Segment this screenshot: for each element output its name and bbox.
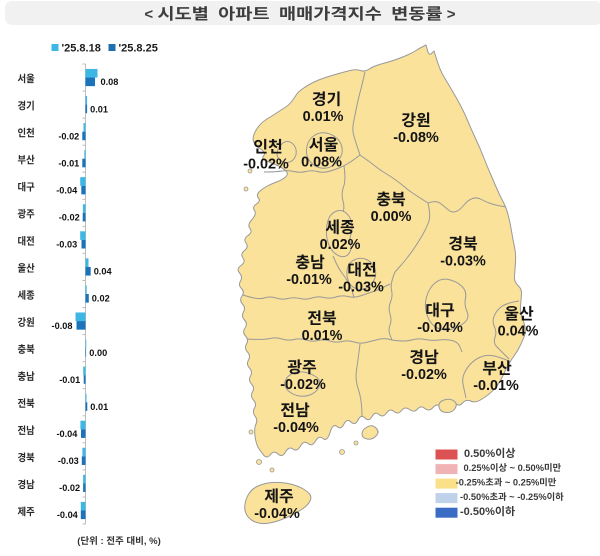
svg-text:0.02: 0.02 bbox=[92, 294, 110, 304]
svg-text:~ -0.25%: ~ -0.25% bbox=[507, 492, 548, 502]
svg-text:-0.04%: -0.04% bbox=[254, 506, 300, 522]
svg-text:-0.03: -0.03 bbox=[58, 456, 79, 466]
svg-text:-0.02%: -0.02% bbox=[280, 377, 326, 393]
svg-text:0.04%: 0.04% bbox=[498, 323, 539, 339]
svg-text:0.01%: 0.01% bbox=[303, 109, 344, 125]
svg-text:-0.50%: -0.50% bbox=[460, 492, 490, 502]
svg-text:0.04: 0.04 bbox=[94, 267, 113, 277]
svg-text:-0.02%: -0.02% bbox=[243, 156, 289, 172]
svg-text:-0.04: -0.04 bbox=[57, 510, 79, 520]
svg-text:'25.8.25: '25.8.25 bbox=[119, 43, 158, 55]
svg-text:-0.01%: -0.01% bbox=[473, 378, 519, 394]
svg-text:-0.01: -0.01 bbox=[58, 158, 79, 168]
svg-text:-0.02: -0.02 bbox=[59, 483, 80, 493]
svg-text:0.00%: 0.00% bbox=[371, 209, 412, 225]
svg-text:-0.50%: -0.50% bbox=[460, 506, 495, 518]
svg-text:0.25%: 0.25% bbox=[464, 463, 491, 473]
svg-text:-0.01: -0.01 bbox=[59, 375, 80, 385]
svg-text:-0.04: -0.04 bbox=[56, 186, 78, 196]
svg-text:0.01: 0.01 bbox=[90, 402, 108, 412]
svg-text:0.08%: 0.08% bbox=[301, 154, 342, 170]
svg-text:-0.04%: -0.04% bbox=[417, 320, 463, 336]
svg-text:0.50%: 0.50% bbox=[464, 448, 495, 460]
svg-text:~ 0.25%: ~ 0.25% bbox=[502, 477, 540, 487]
svg-text:0.02%: 0.02% bbox=[320, 237, 361, 253]
svg-text:-0.03%: -0.03% bbox=[440, 253, 486, 269]
svg-text:~ 0.50%: ~ 0.50% bbox=[507, 463, 545, 473]
svg-text:-0.08: -0.08 bbox=[52, 321, 73, 331]
svg-text:-0.01%: -0.01% bbox=[286, 272, 332, 288]
svg-text:(: ( bbox=[77, 536, 81, 547]
svg-text:0.01%: 0.01% bbox=[302, 328, 343, 344]
svg-text:<: < bbox=[144, 6, 157, 23]
svg-text:, %): , %) bbox=[144, 536, 161, 547]
svg-text:-0.25%: -0.25% bbox=[456, 477, 486, 487]
svg-text:-0.02%: -0.02% bbox=[401, 367, 447, 383]
svg-text:-0.02: -0.02 bbox=[59, 213, 80, 223]
svg-text:-0.03: -0.03 bbox=[56, 240, 77, 250]
svg-text:-0.04: -0.04 bbox=[56, 429, 78, 439]
svg-text:-0.08%: -0.08% bbox=[393, 130, 439, 146]
svg-text::: : bbox=[98, 536, 106, 547]
svg-text:0.00: 0.00 bbox=[89, 348, 107, 358]
svg-text:-0.04%: -0.04% bbox=[273, 420, 319, 436]
svg-text:0.01: 0.01 bbox=[90, 104, 108, 114]
svg-text:-0.02: -0.02 bbox=[58, 131, 79, 141]
svg-text:'25.8.18: '25.8.18 bbox=[62, 43, 101, 55]
svg-text:-0.03%: -0.03% bbox=[338, 279, 384, 295]
svg-text:>: > bbox=[443, 6, 456, 23]
svg-text:0.08: 0.08 bbox=[101, 77, 119, 87]
